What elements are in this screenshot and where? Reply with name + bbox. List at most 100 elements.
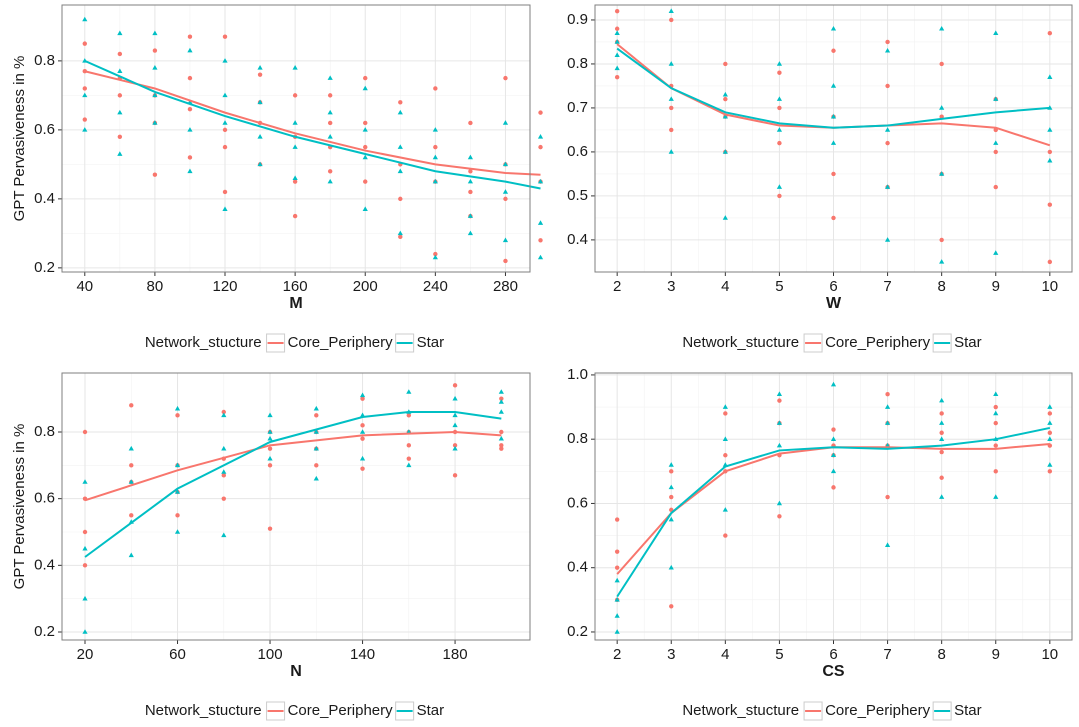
x-tick-label: 5 xyxy=(775,278,783,295)
point xyxy=(128,552,134,558)
point xyxy=(614,65,620,71)
point xyxy=(292,175,298,180)
x-tick-label: 3 xyxy=(667,278,675,295)
point xyxy=(82,629,88,634)
point xyxy=(939,411,944,416)
point xyxy=(1047,430,1053,435)
point xyxy=(831,48,836,53)
point xyxy=(884,237,891,242)
point xyxy=(831,215,836,221)
y-axis-label: GPT Pervasiveness in % xyxy=(11,56,28,222)
point xyxy=(222,120,228,125)
point xyxy=(117,93,123,98)
panel: 20 60 100 140 180 0.2 0.4 0.6 0.8 N GPT Pervasiven… xyxy=(11,372,531,721)
point xyxy=(1047,202,1053,207)
point xyxy=(313,429,319,434)
y-tick-label: 0.2 xyxy=(34,623,55,640)
point xyxy=(468,189,473,195)
panel-background xyxy=(62,373,530,640)
point xyxy=(776,500,783,506)
legend-title: Network_stucture xyxy=(145,702,262,719)
point xyxy=(1047,462,1053,467)
point xyxy=(152,30,158,36)
point xyxy=(187,168,193,174)
point xyxy=(128,479,134,484)
point xyxy=(187,127,193,132)
point xyxy=(939,449,944,455)
legend-title: Network_stucture xyxy=(682,334,799,351)
point xyxy=(398,196,403,202)
legend: Network_stucture Core_Periphery Star xyxy=(682,701,982,721)
legend-label: Star xyxy=(417,702,445,719)
point xyxy=(614,8,620,14)
panel-border xyxy=(61,4,531,273)
point xyxy=(313,475,319,481)
point xyxy=(406,389,412,394)
point xyxy=(452,443,458,448)
point xyxy=(1047,436,1053,441)
point xyxy=(327,93,333,98)
point xyxy=(129,513,134,518)
point xyxy=(82,545,88,551)
legend-label: Star xyxy=(954,334,982,351)
x-tick-label: 7 xyxy=(883,646,891,663)
y-tick-label: 0.9 xyxy=(567,11,588,28)
point xyxy=(82,563,88,568)
point xyxy=(939,25,945,31)
point xyxy=(993,391,999,397)
point xyxy=(152,92,158,98)
point xyxy=(614,577,620,583)
point xyxy=(174,462,181,468)
panel-border xyxy=(594,4,1073,273)
y-tick-label: 0.4 xyxy=(567,559,588,576)
x-tick-label: 10 xyxy=(1041,646,1058,663)
legend-title: Network_stucture xyxy=(145,334,262,351)
x-tick-label: 5 xyxy=(775,646,783,663)
point xyxy=(359,392,366,398)
point xyxy=(314,413,319,418)
point xyxy=(432,178,438,184)
point xyxy=(152,120,158,125)
y-tick-label: 0.6 xyxy=(567,494,588,511)
point xyxy=(885,39,890,45)
point xyxy=(267,455,273,461)
panel-border xyxy=(594,372,1073,641)
point xyxy=(538,144,543,150)
point xyxy=(433,86,438,91)
point xyxy=(327,75,333,80)
point xyxy=(1047,259,1053,265)
point xyxy=(498,399,504,404)
point xyxy=(222,206,228,212)
point xyxy=(406,413,412,418)
point xyxy=(128,445,134,451)
point xyxy=(939,420,945,425)
point xyxy=(668,8,674,13)
point xyxy=(221,496,226,501)
y-tick-label: 0.2 xyxy=(34,259,55,276)
point xyxy=(939,475,944,480)
point xyxy=(82,429,88,435)
point xyxy=(668,516,674,522)
point xyxy=(669,469,674,474)
point xyxy=(152,48,158,53)
point xyxy=(257,72,263,77)
point xyxy=(537,220,544,225)
point xyxy=(187,34,193,39)
point xyxy=(722,436,728,441)
point xyxy=(1047,74,1053,79)
x-tick-label: 240 xyxy=(423,278,448,295)
point xyxy=(830,452,837,458)
point xyxy=(433,251,438,257)
point xyxy=(467,178,474,184)
point xyxy=(614,629,620,634)
point xyxy=(830,113,837,119)
point xyxy=(939,397,945,403)
point xyxy=(614,26,620,31)
point xyxy=(503,196,508,202)
point xyxy=(117,30,123,36)
y-tick-label: 0.6 xyxy=(34,121,55,138)
legend: Network_stucture Core_Periphery Star xyxy=(145,333,444,353)
point xyxy=(397,109,403,115)
x-tick-label: 8 xyxy=(937,646,945,663)
point xyxy=(360,466,365,471)
